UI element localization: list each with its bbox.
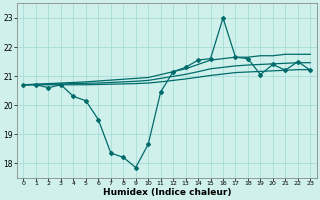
- X-axis label: Humidex (Indice chaleur): Humidex (Indice chaleur): [103, 188, 231, 197]
